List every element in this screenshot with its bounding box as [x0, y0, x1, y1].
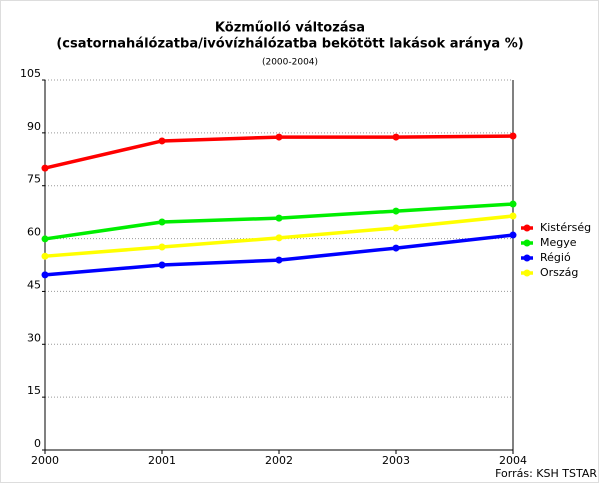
point: [392, 244, 400, 252]
point: [275, 256, 283, 264]
legend-dot: [523, 269, 531, 277]
x-tick-label: 2003: [382, 454, 410, 467]
point: [158, 243, 166, 251]
legend-dot: [523, 224, 531, 232]
x-tick-label: 2001: [148, 454, 176, 467]
x-tick-label: 2000: [31, 454, 59, 467]
legend-label: Ország: [540, 266, 578, 279]
point: [275, 214, 283, 222]
point: [392, 207, 400, 215]
y-tick-label: 45: [27, 278, 41, 291]
point: [392, 224, 400, 232]
point: [509, 231, 517, 239]
chart-subtitle: (csatornahálózatba/ivóvízhálózatba beköt…: [56, 37, 523, 52]
point: [158, 218, 166, 226]
y-tick-label: 75: [27, 173, 41, 186]
y-tick-label: 105: [20, 67, 41, 80]
legend-dot: [523, 254, 531, 262]
point: [509, 132, 517, 140]
legend-label: Régió: [540, 251, 571, 264]
chart-title: Közműolló változása: [215, 21, 365, 36]
point: [158, 261, 166, 269]
y-tick-label: 0: [34, 437, 41, 450]
point: [275, 234, 283, 242]
legend-label: Megye: [540, 236, 577, 249]
x-tick-label: 2002: [265, 454, 293, 467]
point: [275, 133, 283, 141]
point: [509, 212, 517, 220]
point: [509, 200, 517, 208]
x-tick-label: 2004: [499, 454, 527, 467]
legend-dot: [523, 239, 531, 247]
legend-label: Kistérség: [540, 221, 591, 234]
point: [41, 252, 49, 260]
source: Forrás: KSH TSTAR: [495, 467, 597, 480]
y-tick-label: 90: [27, 120, 41, 133]
point: [392, 133, 400, 141]
point: [158, 137, 166, 145]
point: [41, 271, 49, 279]
y-tick-label: 30: [27, 331, 41, 344]
chart-period: (2000-2004): [262, 58, 318, 68]
y-tick-label: 60: [27, 226, 41, 239]
point: [41, 235, 49, 243]
y-tick-label: 15: [27, 384, 41, 397]
point: [41, 164, 49, 172]
